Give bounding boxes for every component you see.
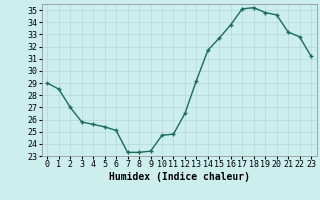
X-axis label: Humidex (Indice chaleur): Humidex (Indice chaleur) xyxy=(109,172,250,182)
